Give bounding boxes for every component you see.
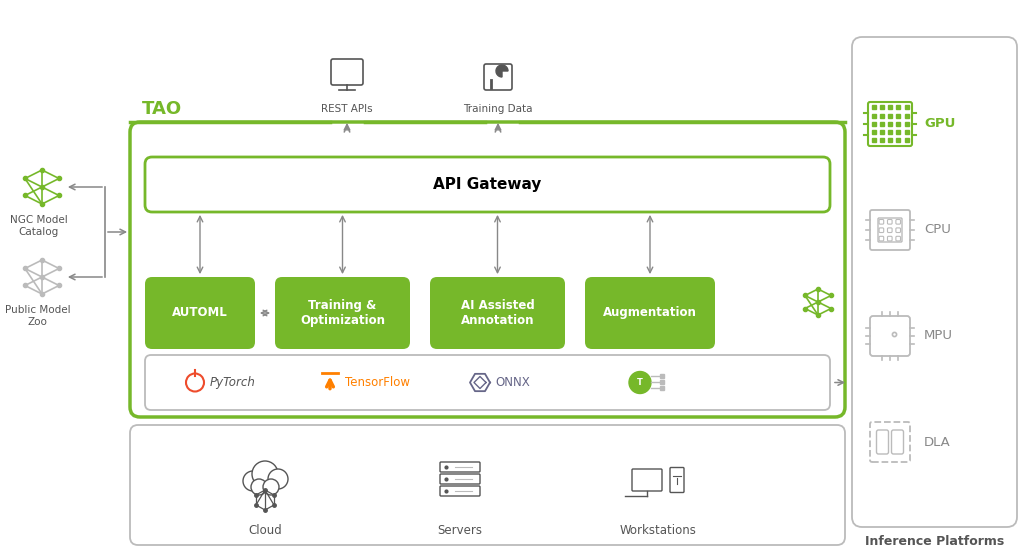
Text: API Gateway: API Gateway bbox=[433, 177, 542, 192]
FancyBboxPatch shape bbox=[130, 425, 845, 545]
Text: DLA: DLA bbox=[924, 436, 950, 448]
FancyBboxPatch shape bbox=[145, 277, 255, 349]
Text: PyTorch: PyTorch bbox=[210, 376, 256, 389]
Text: REST APIs: REST APIs bbox=[322, 104, 373, 114]
FancyBboxPatch shape bbox=[868, 102, 912, 146]
FancyBboxPatch shape bbox=[877, 430, 889, 454]
FancyBboxPatch shape bbox=[888, 228, 892, 232]
FancyBboxPatch shape bbox=[585, 277, 715, 349]
Circle shape bbox=[629, 371, 651, 394]
Circle shape bbox=[268, 469, 288, 489]
FancyBboxPatch shape bbox=[892, 430, 903, 454]
FancyBboxPatch shape bbox=[331, 59, 362, 85]
FancyBboxPatch shape bbox=[896, 220, 900, 224]
Text: Servers: Servers bbox=[437, 524, 482, 538]
Text: Inference Platforms: Inference Platforms bbox=[865, 535, 1005, 548]
Text: Training Data: Training Data bbox=[463, 104, 532, 114]
FancyBboxPatch shape bbox=[896, 236, 900, 241]
Text: AUTOML: AUTOML bbox=[172, 306, 228, 320]
FancyBboxPatch shape bbox=[440, 486, 480, 496]
FancyBboxPatch shape bbox=[632, 469, 662, 491]
Circle shape bbox=[263, 479, 279, 495]
Text: Public Model
Zoo: Public Model Zoo bbox=[5, 305, 71, 327]
Wedge shape bbox=[496, 65, 508, 77]
FancyBboxPatch shape bbox=[852, 37, 1017, 527]
FancyBboxPatch shape bbox=[870, 422, 910, 462]
FancyBboxPatch shape bbox=[879, 236, 884, 241]
Circle shape bbox=[243, 471, 263, 491]
Circle shape bbox=[252, 461, 278, 487]
Text: CPU: CPU bbox=[924, 224, 951, 236]
Text: Augmentation: Augmentation bbox=[603, 306, 697, 320]
FancyBboxPatch shape bbox=[888, 220, 892, 224]
Text: MPU: MPU bbox=[924, 330, 953, 342]
FancyBboxPatch shape bbox=[879, 228, 884, 232]
FancyBboxPatch shape bbox=[888, 236, 892, 241]
FancyBboxPatch shape bbox=[878, 218, 902, 242]
Text: T: T bbox=[637, 378, 643, 387]
Circle shape bbox=[251, 479, 267, 495]
FancyBboxPatch shape bbox=[670, 468, 684, 492]
FancyBboxPatch shape bbox=[440, 474, 480, 484]
FancyBboxPatch shape bbox=[145, 355, 830, 410]
Text: Workstations: Workstations bbox=[620, 524, 696, 538]
FancyBboxPatch shape bbox=[145, 157, 830, 212]
Text: TensorFlow: TensorFlow bbox=[345, 376, 410, 389]
Text: Training &
Optimization: Training & Optimization bbox=[300, 299, 385, 327]
Text: TAO: TAO bbox=[142, 100, 182, 118]
FancyBboxPatch shape bbox=[484, 64, 512, 90]
Text: ONNX: ONNX bbox=[495, 376, 529, 389]
Text: GPU: GPU bbox=[924, 118, 955, 130]
Text: AI Assisted
Annotation: AI Assisted Annotation bbox=[461, 299, 535, 327]
FancyBboxPatch shape bbox=[275, 277, 410, 349]
FancyBboxPatch shape bbox=[440, 462, 480, 472]
FancyBboxPatch shape bbox=[870, 210, 910, 250]
Text: NGC Model
Catalog: NGC Model Catalog bbox=[10, 215, 68, 237]
Text: Cloud: Cloud bbox=[248, 524, 282, 538]
FancyBboxPatch shape bbox=[430, 277, 565, 349]
FancyBboxPatch shape bbox=[896, 228, 900, 232]
FancyBboxPatch shape bbox=[870, 316, 910, 356]
FancyBboxPatch shape bbox=[879, 220, 884, 224]
